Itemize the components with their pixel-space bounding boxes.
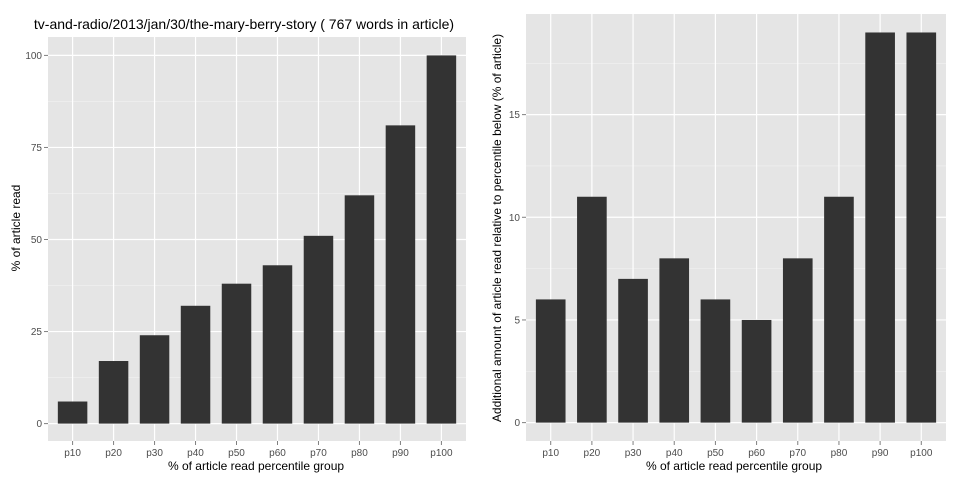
x-ticks-left: p10 p20 p30 p40 p50 p60 p70 p80 p90 p100 bbox=[64, 441, 453, 459]
right-chart: 0 5 10 15 p10 p20 p30 p40 p50 p60 p70 p80 p90 p100 %… bbox=[490, 14, 946, 473]
x-tick-label-p70: p70 bbox=[310, 448, 327, 459]
x-tick-label-p70: p70 bbox=[789, 448, 806, 459]
y-tick-label: 75 bbox=[31, 143, 43, 154]
x-ticks-right: p10 p20 p30 p40 p50 p60 p70 p80 p90 p100 bbox=[542, 441, 933, 459]
bars-left bbox=[57, 55, 457, 424]
x-tick-label-p30: p30 bbox=[625, 448, 642, 459]
bar-p20 bbox=[98, 361, 129, 424]
x-tick-label-p60: p60 bbox=[748, 448, 765, 459]
bar-p90 bbox=[385, 125, 416, 424]
y-tick-label: 15 bbox=[509, 110, 521, 121]
y-ticks-right: 0 5 10 15 bbox=[509, 110, 526, 429]
y-tick-label: 0 bbox=[514, 418, 520, 429]
bar-p80 bbox=[344, 195, 375, 424]
y-tick-label: 10 bbox=[509, 213, 521, 224]
bar-p10 bbox=[535, 299, 566, 423]
x-tick-label-p30: p30 bbox=[146, 448, 163, 459]
x-tick-label-p20: p20 bbox=[584, 448, 601, 459]
bar-p60 bbox=[262, 265, 293, 424]
x-tick-label-p40: p40 bbox=[666, 448, 683, 459]
bar-p80 bbox=[824, 196, 854, 423]
bar-p100 bbox=[426, 55, 457, 424]
bar-p90 bbox=[865, 32, 895, 423]
bar-p40 bbox=[180, 305, 211, 424]
y-tick-label: 50 bbox=[31, 235, 43, 246]
x-axis-label-left: % of article read percentile group bbox=[168, 459, 344, 473]
bar-p20 bbox=[577, 196, 607, 423]
x-tick-label-p50: p50 bbox=[707, 448, 724, 459]
bars-right bbox=[535, 32, 937, 423]
bar-p40 bbox=[659, 258, 690, 423]
bar-p30 bbox=[618, 278, 648, 423]
x-tick-label-p80: p80 bbox=[351, 448, 368, 459]
y-tick-label: 5 bbox=[514, 315, 520, 326]
x-tick-label-p80: p80 bbox=[831, 448, 848, 459]
x-tick-label-p10: p10 bbox=[64, 448, 81, 459]
left-chart: tv-and-radio/2013/jan/30/the-mary-berry-… bbox=[9, 16, 466, 473]
y-axis-label-right: Additional amount of article read relati… bbox=[490, 34, 504, 422]
x-tick-label-p90: p90 bbox=[872, 448, 889, 459]
bar-p100 bbox=[906, 32, 937, 423]
bar-p70 bbox=[782, 258, 813, 423]
x-tick-label-p40: p40 bbox=[187, 448, 204, 459]
y-ticks-left: 0 25 50 75 100 bbox=[25, 51, 48, 430]
x-tick-label-p20: p20 bbox=[105, 448, 122, 459]
bar-p50 bbox=[221, 283, 252, 424]
bar-p10 bbox=[57, 401, 88, 424]
y-axis-label-left: % of article read bbox=[9, 185, 23, 272]
bar-p50 bbox=[700, 299, 731, 423]
y-tick-label: 25 bbox=[31, 327, 43, 338]
x-tick-label-p10: p10 bbox=[542, 448, 559, 459]
x-axis-label-right: % of article read percentile group bbox=[646, 459, 822, 473]
x-tick-label-p100: p100 bbox=[430, 448, 453, 459]
x-tick-label-p90: p90 bbox=[392, 448, 409, 459]
x-tick-label-p60: p60 bbox=[269, 448, 286, 459]
x-tick-label-p50: p50 bbox=[228, 448, 245, 459]
x-tick-label-p100: p100 bbox=[910, 448, 933, 459]
bar-p60 bbox=[741, 319, 772, 423]
bar-p70 bbox=[303, 235, 334, 424]
bar-p30 bbox=[139, 335, 170, 424]
y-tick-label: 100 bbox=[25, 51, 42, 62]
chart-title: tv-and-radio/2013/jan/30/the-mary-berry-… bbox=[34, 16, 454, 32]
y-tick-label: 0 bbox=[36, 419, 42, 430]
